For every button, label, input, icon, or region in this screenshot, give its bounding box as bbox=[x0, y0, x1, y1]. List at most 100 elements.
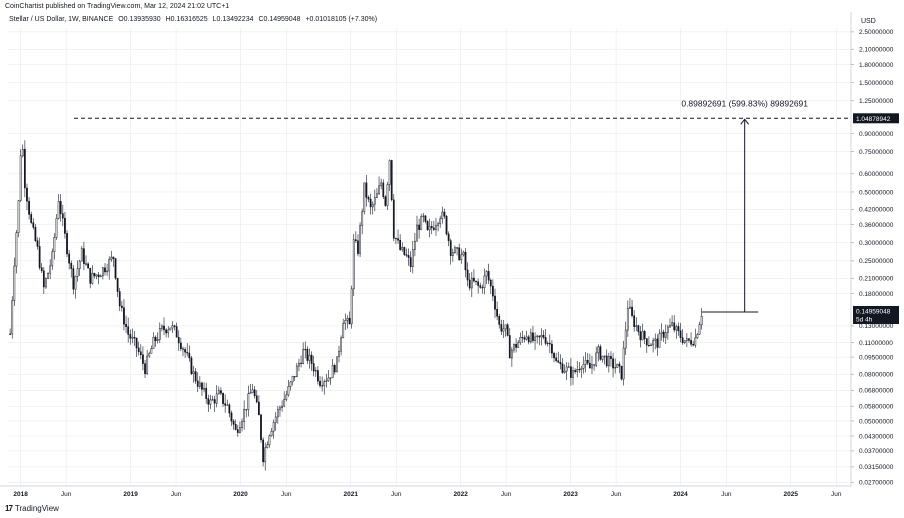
candle-body bbox=[184, 349, 186, 353]
candle-body bbox=[439, 218, 442, 225]
candle-body bbox=[251, 389, 254, 393]
candle-body bbox=[477, 281, 480, 286]
candle-body bbox=[622, 347, 625, 380]
candle-body bbox=[534, 336, 536, 341]
candle-body bbox=[264, 447, 267, 463]
candle-body bbox=[428, 226, 431, 231]
x-tick-label: 2020 bbox=[233, 491, 248, 498]
candle-body bbox=[460, 254, 463, 261]
candle-body bbox=[380, 182, 383, 187]
y-tick-label: 0.21000000 bbox=[859, 276, 894, 283]
candle-body bbox=[40, 267, 43, 272]
candle-body bbox=[667, 326, 669, 333]
tradingview-brand[interactable]: 17 TradingView bbox=[5, 504, 59, 513]
candle-body bbox=[142, 354, 144, 364]
candle-body bbox=[196, 380, 199, 387]
candle-body bbox=[451, 252, 454, 256]
candle-body bbox=[551, 343, 553, 354]
candle-body bbox=[447, 233, 450, 241]
candle-body bbox=[468, 279, 471, 289]
candle-body bbox=[268, 435, 271, 446]
candle-body bbox=[158, 328, 161, 340]
candle-body bbox=[26, 187, 28, 202]
candle-body bbox=[376, 193, 378, 198]
candle-body bbox=[523, 337, 526, 340]
candle-body bbox=[517, 342, 520, 348]
candle-body bbox=[675, 326, 678, 331]
candle-body bbox=[266, 444, 269, 448]
candle-body bbox=[70, 262, 73, 269]
candle-body bbox=[584, 360, 587, 365]
candle-body bbox=[209, 399, 212, 405]
candle-body bbox=[228, 404, 231, 414]
time-axis[interactable]: 2018 Jun 2019 Jun 2020 Jun 2021 Jun 2022 Jun 2023 J… bbox=[0, 485, 851, 498]
candle-body bbox=[626, 307, 629, 331]
candle-body bbox=[317, 370, 319, 382]
candle-body bbox=[563, 370, 566, 373]
candle-body bbox=[120, 305, 123, 308]
candle-body bbox=[80, 248, 83, 262]
candle-body bbox=[403, 247, 406, 255]
candle-body bbox=[333, 365, 336, 373]
publish-caption: CoinChartist published on TradingView.co… bbox=[5, 3, 230, 10]
candle-body bbox=[95, 274, 98, 277]
candle-body bbox=[85, 263, 87, 265]
candle-body bbox=[336, 356, 338, 373]
candle-body bbox=[325, 380, 328, 382]
candle-body bbox=[532, 332, 534, 341]
candle-body bbox=[692, 343, 695, 346]
current-price-label: 0.14959048 bbox=[856, 308, 891, 315]
candle-body bbox=[624, 329, 627, 349]
candle-body bbox=[331, 365, 334, 378]
candle-body bbox=[603, 355, 606, 357]
candle-body bbox=[222, 392, 224, 404]
x-tick-label: 2022 bbox=[453, 491, 468, 498]
candle-body bbox=[359, 225, 361, 254]
y-tick-label: 0.09500000 bbox=[859, 354, 894, 361]
candle-body bbox=[441, 211, 444, 220]
candle-body bbox=[321, 385, 324, 387]
candle-body bbox=[49, 265, 52, 274]
candle-body bbox=[582, 363, 585, 369]
candle-body bbox=[167, 329, 170, 334]
candle-body bbox=[220, 390, 222, 394]
candle-body bbox=[108, 259, 111, 272]
candle-body bbox=[64, 217, 66, 234]
candle-body bbox=[272, 422, 275, 432]
candle-body bbox=[445, 215, 448, 235]
candle-body bbox=[135, 337, 138, 349]
candle-series bbox=[9, 140, 703, 471]
candle-body bbox=[669, 325, 671, 328]
candle-body bbox=[485, 271, 488, 277]
candle-body bbox=[293, 376, 296, 378]
candle-body bbox=[432, 227, 435, 230]
candle-body bbox=[700, 315, 703, 325]
candle-body bbox=[34, 227, 37, 241]
y-tick-label: 0.03700000 bbox=[859, 448, 894, 455]
candle-body bbox=[289, 381, 292, 387]
candle-body bbox=[150, 348, 153, 354]
y-tick-label: 0.02700000 bbox=[859, 480, 894, 487]
candle-body bbox=[363, 182, 366, 212]
ohlc-open: O0.13935930 bbox=[118, 16, 161, 23]
candle-body bbox=[217, 390, 220, 395]
candle-body bbox=[572, 370, 574, 378]
candle-body bbox=[536, 335, 539, 338]
candle-body bbox=[620, 365, 623, 380]
candle-body bbox=[629, 306, 631, 309]
candle-body bbox=[245, 409, 248, 411]
candle-body bbox=[664, 332, 667, 338]
candle-body bbox=[494, 295, 496, 310]
candle-body bbox=[367, 197, 370, 200]
price-axis[interactable]: USD 2.50000000 2.10000000 1.80000000 1.50000… bbox=[850, 12, 899, 487]
x-tick-label: 2024 bbox=[673, 491, 688, 498]
candle-body bbox=[588, 362, 591, 369]
candle-body bbox=[643, 331, 646, 339]
candle-body bbox=[329, 377, 332, 379]
candle-body bbox=[673, 322, 676, 331]
y-tick-label: 0.42000000 bbox=[859, 207, 894, 214]
candle-body bbox=[411, 249, 414, 267]
candle-body bbox=[407, 255, 410, 258]
candle-body bbox=[179, 342, 182, 349]
